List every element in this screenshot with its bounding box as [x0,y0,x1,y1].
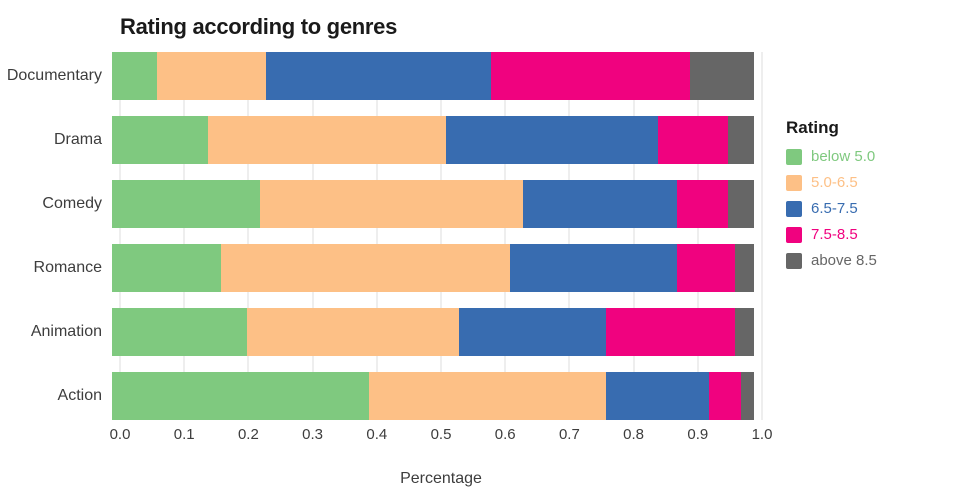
bar-segment [689,52,754,100]
bar-segment [657,116,729,164]
gridline [633,52,635,420]
bar-segment [606,372,710,420]
x-tick-label: 0.2 [237,426,259,443]
bar-segment [709,372,742,420]
legend-swatch-icon [786,174,802,191]
bar-segment [208,116,446,164]
legend: Rating below 5.0 5.0-6.5 6.5-7.5 7.5-8.5 abo… [786,118,877,278]
legend-label: below 5.0 [811,148,876,165]
bar-segment [266,52,491,100]
gridline [761,52,763,420]
legend-label: above 8.5 [811,252,877,269]
bar-segment [458,308,607,356]
bar-segment [259,180,523,228]
bar-track [112,372,754,420]
gridline [697,52,699,420]
x-tick-label: 0.9 [687,426,709,443]
legend-label: 7.5-8.5 [811,226,858,243]
y-axis-label: Action [57,387,102,404]
bar-row-comedy: Comedy [0,180,762,228]
bar-track [112,180,754,228]
legend-swatch-icon [786,226,802,243]
x-tick-label: 0.8 [623,426,645,443]
legend-item: above 8.5 [786,252,877,269]
bar-segment [112,244,222,292]
gridline [568,52,570,420]
bar-segment [606,308,735,356]
legend-swatch-icon [786,252,802,269]
x-tick-label: 0.5 [430,426,452,443]
y-axis-label: Animation [30,323,102,340]
bar-track [112,244,754,292]
gridline [504,52,506,420]
x-tick-label: 1.0 [751,426,773,443]
legend-label: 5.0-6.5 [811,174,858,191]
legend-swatch-icon [786,148,802,165]
bar-segment [676,244,735,292]
legend-label: 6.5-7.5 [811,200,858,217]
x-tick-label: 0.4 [366,426,388,443]
x-axis-label: Percentage [400,470,482,487]
bar-segment [112,52,157,100]
gridline [247,52,249,420]
chart-title: Rating according to genres [120,14,398,39]
bar-segment [445,116,658,164]
bar-track [112,52,754,100]
bar-segment [112,372,369,420]
bar-segment [676,180,729,228]
x-tick-label: 0.7 [558,426,580,443]
bar-segment [734,244,754,292]
bar-row-documentary: Documentary [0,52,762,100]
bar-row-action: Action [0,372,762,420]
x-tick-label: 0.0 [109,426,131,443]
legend-swatch-icon [786,200,802,217]
gridline [376,52,378,420]
y-axis-label: Comedy [42,195,102,212]
bar-segment [734,308,754,356]
bar-segment [221,244,511,292]
legend-title: Rating [786,118,839,137]
x-tick-label: 0.3 [302,426,324,443]
bar-segment [728,180,754,228]
legend-item: 7.5-8.5 [786,226,877,243]
legend-item: 5.0-6.5 [786,174,877,191]
bar-segment [522,180,677,228]
legend-item: 6.5-7.5 [786,200,877,217]
y-axis-label: Drama [53,131,102,148]
y-axis-label: Documentary [6,67,102,84]
x-tick-label: 0.1 [173,426,195,443]
grid-layer [119,52,763,420]
plot-area: Documentary Drama Comedy Romance Animation Ac… [0,52,762,420]
x-axis-ticks: 0.0 0.1 0.2 0.3 0.4 0.5 0.6 0.7 0.8 0.9 1.0 [110,426,773,446]
bar-segment [368,372,607,420]
x-tick-label: 0.6 [494,426,516,443]
bar-segment [510,244,677,292]
legend-items: below 5.0 5.0-6.5 6.5-7.5 7.5-8.5 above 8.5 [786,148,877,269]
bar-segment [741,372,754,420]
bar-segment [156,52,267,100]
bar-track [112,116,754,164]
gridline [440,52,442,420]
legend-item: below 5.0 [786,148,877,165]
bar-segment [490,52,690,100]
bar-row-drama: Drama [0,116,762,164]
bar-segment [112,308,247,356]
gridline [312,52,314,420]
bar-segment [112,116,209,164]
gridline [183,52,185,420]
bar-segment [112,180,260,228]
bar-track [112,308,754,356]
bar-segment [246,308,459,356]
bar-row-animation: Animation [0,308,762,356]
bar-row-romance: Romance [0,244,762,292]
y-axis-label: Romance [33,259,102,276]
bar-segment [728,116,754,164]
gridline [119,52,121,420]
